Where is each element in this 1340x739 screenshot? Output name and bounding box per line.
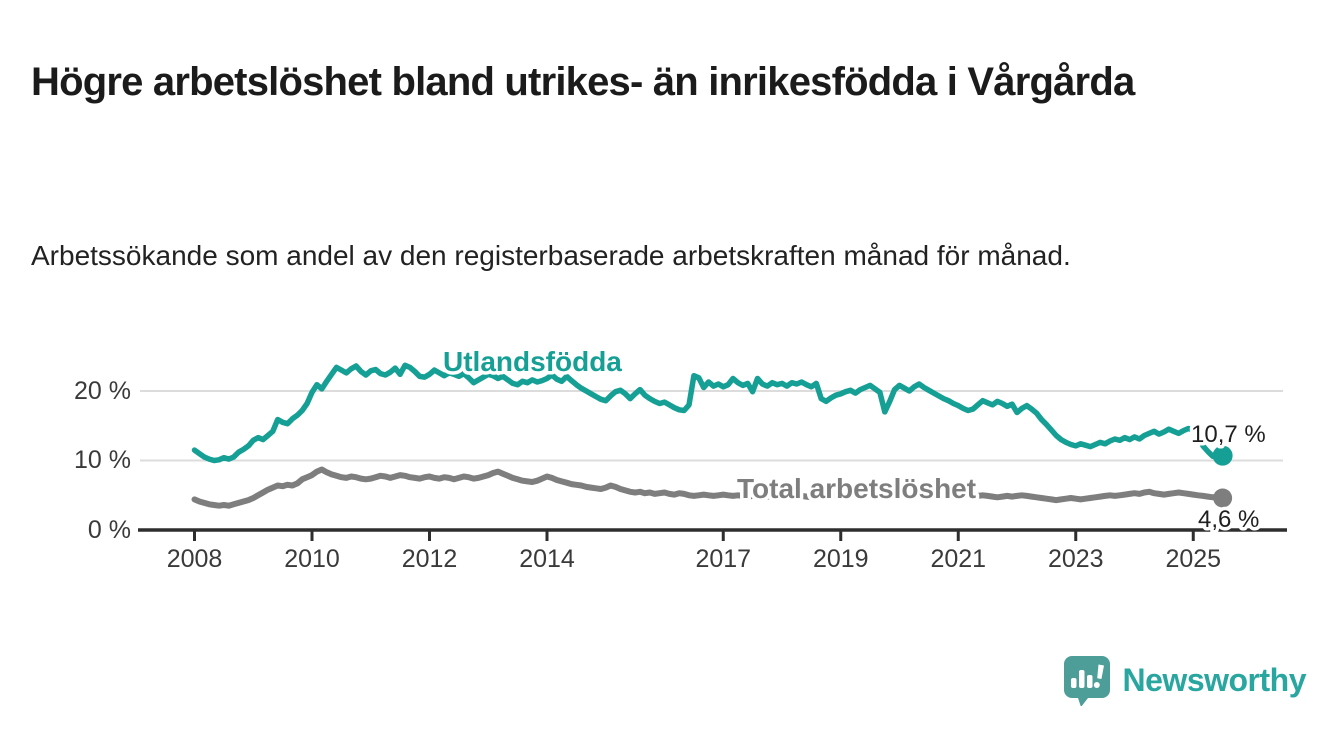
end-value-label-total: 4,6 % [1198,506,1259,533]
series-label-total-arbetsloshet: Total arbetslöshet [737,473,976,504]
svg-text:2008: 2008 [167,545,223,573]
svg-text:2010: 2010 [284,545,340,573]
svg-text:2021: 2021 [930,545,986,573]
newsworthy-logo-icon [1063,656,1110,706]
svg-text:2023: 2023 [1048,545,1104,573]
series-label-utlandsfodda: Utlandsfödda [443,346,622,377]
page-title: Högre arbetslöshet bland utrikes- än inr… [31,59,1135,104]
chart-subtitle: Arbetssökande som andel av den registerb… [31,240,1071,271]
y-axis-tick-10: 10 % [74,446,131,474]
svg-text:2017: 2017 [695,545,751,573]
newsworthy-logo: Newsworthy [1062,654,1307,706]
y-axis-tick-20: 20 % [74,377,131,405]
svg-text:2012: 2012 [402,545,458,573]
y-axis-tick-0: 0 % [88,516,131,544]
newsworthy-wordmark: Newsworthy [1122,661,1307,698]
svg-text:2019: 2019 [813,545,869,573]
svg-text:2014: 2014 [519,545,575,573]
end-value-label-utlandsfodda: 10,7 % [1191,421,1266,448]
svg-text:2025: 2025 [1165,545,1221,573]
